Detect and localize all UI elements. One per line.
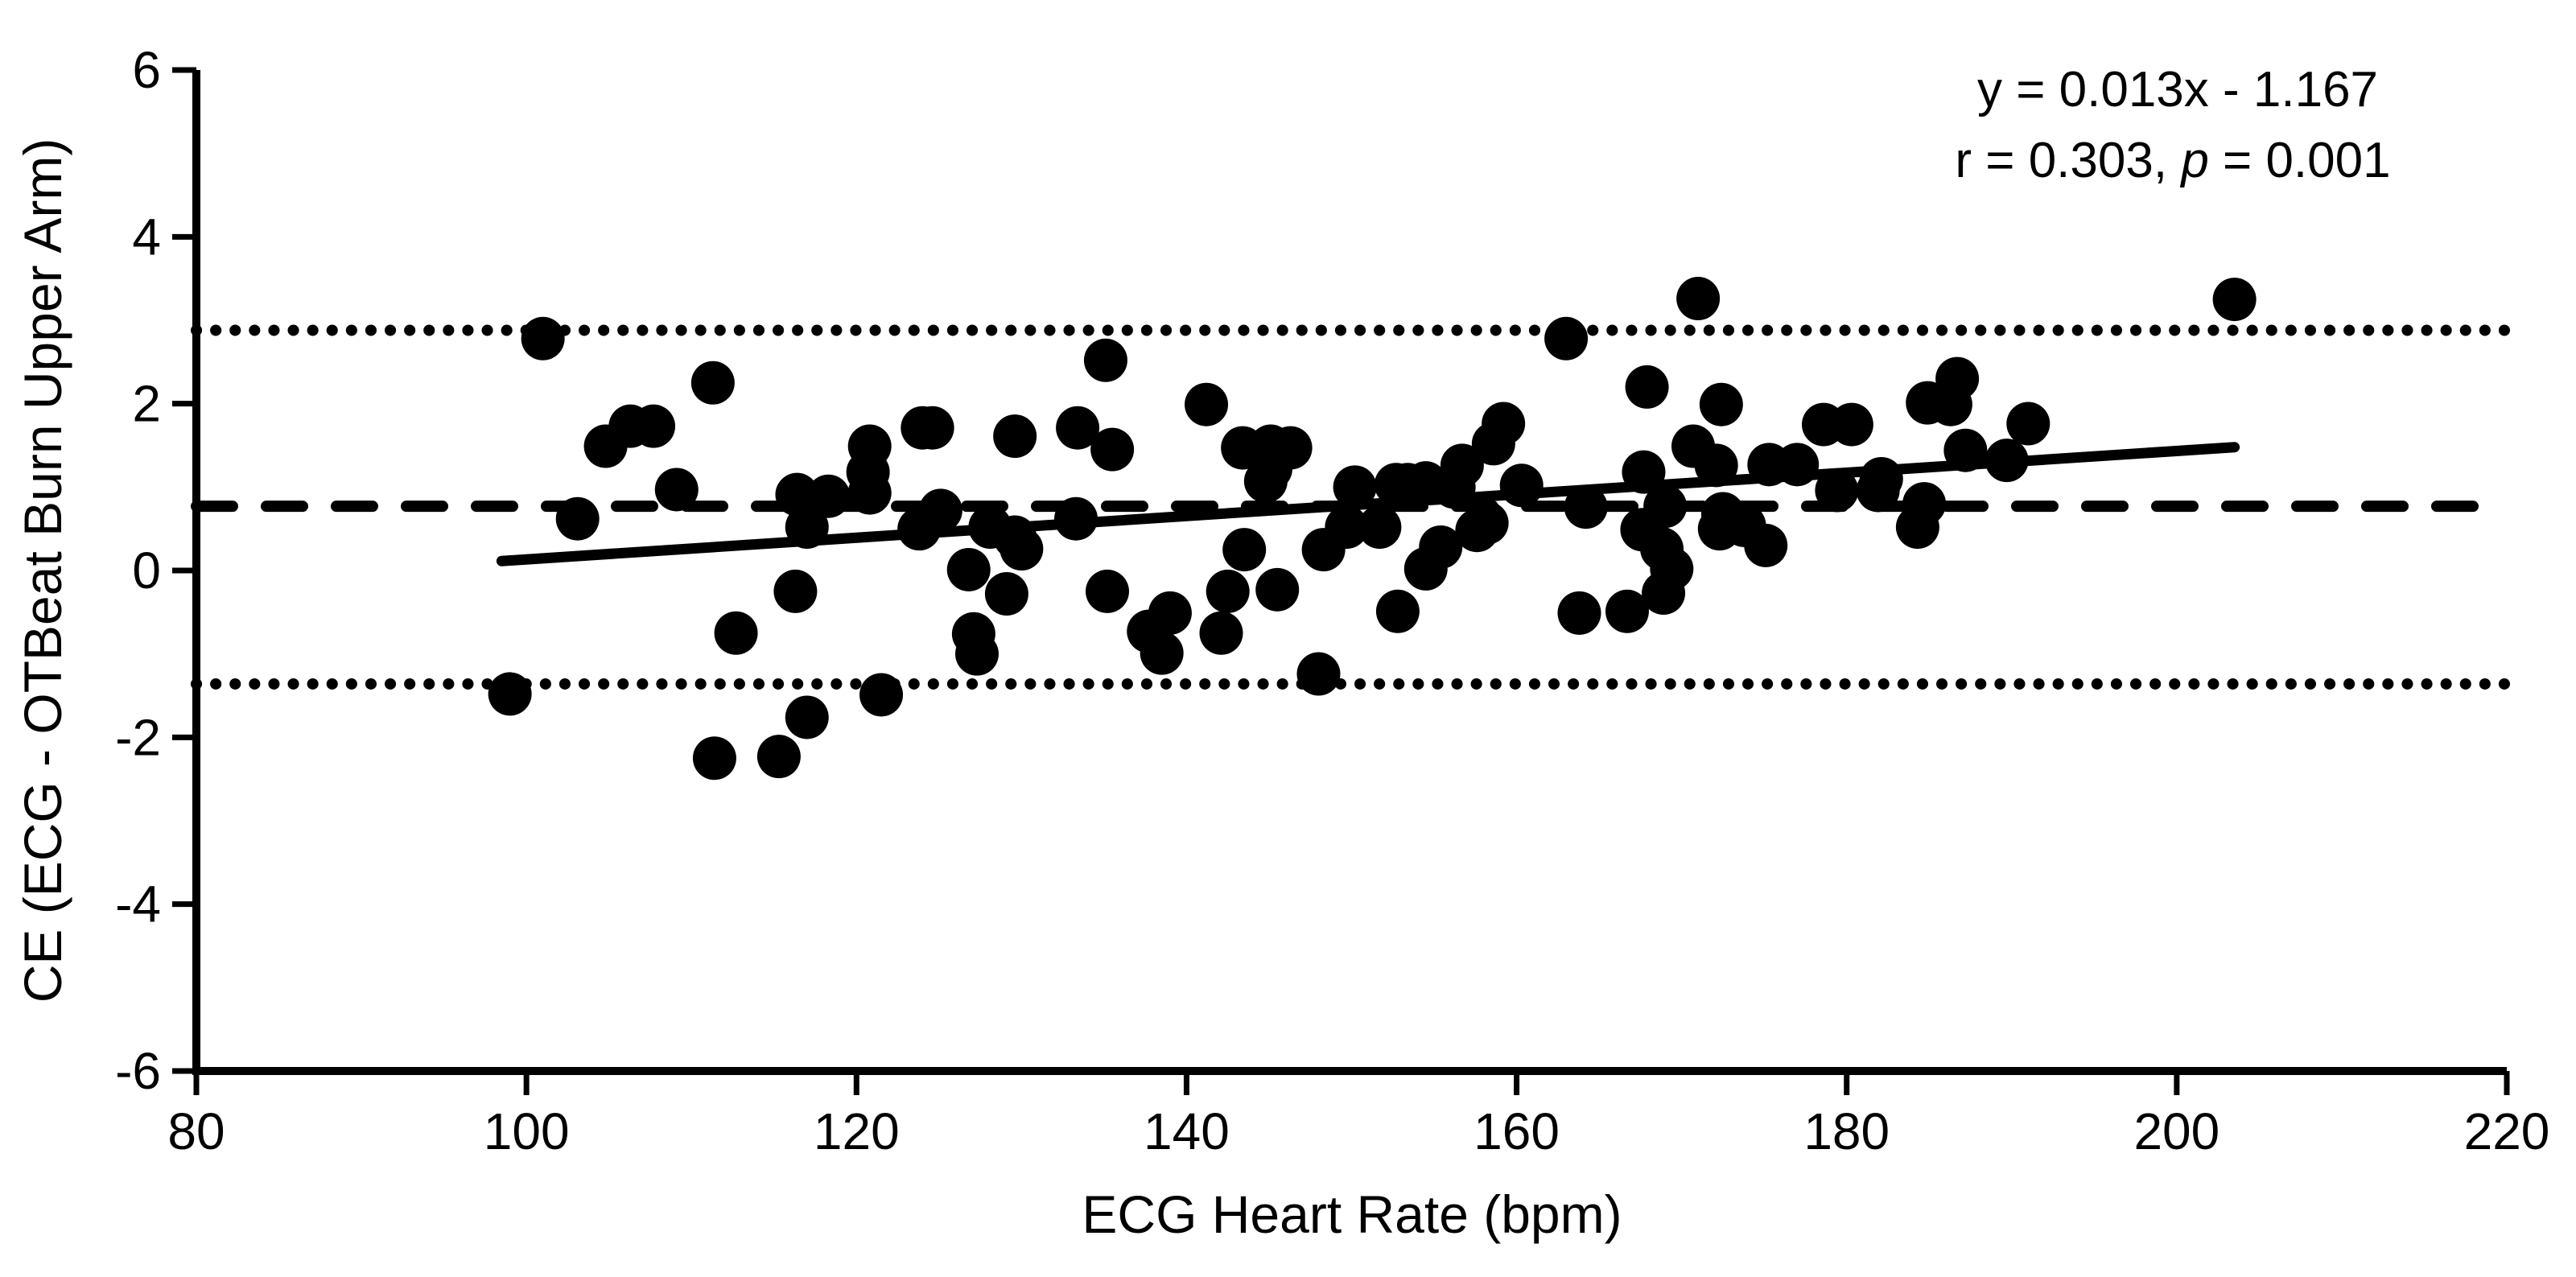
data-point (690, 360, 735, 405)
y-tick-label: 4 (132, 208, 161, 266)
x-tick-label: 200 (2133, 1102, 2219, 1160)
data-point (1375, 589, 1420, 633)
data-point (1642, 571, 1686, 615)
data-point (632, 404, 676, 448)
data-point (488, 672, 532, 716)
data-point (1676, 277, 1721, 321)
data-point (654, 468, 699, 512)
data-point (1199, 611, 1243, 655)
data-point (521, 316, 565, 360)
data-point (1083, 338, 1127, 382)
y-axis-title: CE (ECG - OTBeat Burn Upper Arm) (13, 138, 72, 1003)
data-point (968, 505, 1012, 550)
data-point (1440, 443, 1484, 488)
y-tick-label: -6 (115, 1042, 161, 1100)
data-point (993, 414, 1037, 459)
data-point (714, 611, 758, 655)
data-point (1499, 463, 1544, 508)
y-tick-label: 6 (132, 41, 161, 99)
data-point (1325, 505, 1369, 550)
data-point (1815, 468, 1859, 513)
data-point (1605, 589, 1649, 633)
data-point (1056, 406, 1100, 450)
data-point (1775, 443, 1820, 487)
data-point (1296, 652, 1341, 696)
data-point (984, 572, 1028, 616)
data-point (954, 632, 999, 676)
data-point (1544, 316, 1589, 360)
data-point (1206, 569, 1250, 613)
data-point (910, 406, 954, 450)
y-tick-label: -2 (115, 708, 161, 766)
data-point (859, 673, 904, 717)
data-point (785, 695, 829, 739)
data-point (1625, 365, 1669, 409)
data-point (1700, 492, 1745, 536)
data-point (1622, 450, 1666, 494)
data-point (1564, 485, 1608, 529)
data-point (1090, 427, 1135, 472)
data-point (773, 569, 818, 613)
data-point (946, 547, 991, 591)
data-point (1699, 382, 1743, 426)
data-point (847, 471, 892, 515)
x-tick-label: 220 (2464, 1102, 2550, 1160)
axes (192, 70, 2507, 1075)
data-point (1085, 569, 1129, 613)
data-point (1465, 501, 1509, 545)
data-point (1943, 428, 1988, 472)
data-point (1744, 523, 1788, 567)
data-point (775, 472, 819, 517)
data-point (1243, 459, 1288, 504)
data-point (918, 488, 962, 533)
y-axis-ticks: 6 4 2 0 -2 -4 -6 (115, 41, 196, 1100)
data-point (692, 736, 736, 781)
data-point (1935, 356, 1980, 401)
data-point (1694, 443, 1738, 488)
data-point (1403, 546, 1448, 591)
data-point (1222, 528, 1267, 572)
data-point (999, 527, 1044, 571)
data-point (2212, 278, 2257, 322)
y-tick-label: -4 (115, 875, 161, 933)
regression-equation-label: y = 0.013x - 1.167 (1977, 62, 2378, 117)
data-point (2006, 402, 2050, 446)
data-point (806, 474, 851, 518)
data-point (555, 496, 600, 541)
scatter-points (488, 277, 2257, 781)
data-point (1358, 505, 1402, 550)
data-point (1148, 591, 1192, 635)
data-point (756, 735, 801, 779)
data-point (1054, 496, 1098, 541)
data-point (1333, 465, 1377, 509)
x-tick-label: 180 (1803, 1102, 1890, 1160)
x-axis-title: ECG Heart Rate (bpm) (1082, 1184, 1622, 1244)
data-point (1829, 402, 1873, 447)
x-tick-label: 80 (167, 1102, 225, 1160)
y-tick-label: 0 (132, 542, 161, 599)
x-tick-label: 120 (814, 1102, 900, 1160)
data-point (1140, 631, 1184, 675)
data-point (1859, 456, 1903, 501)
x-tick-label: 100 (484, 1102, 570, 1160)
data-point (1482, 402, 1526, 446)
correlation-label: r = 0.303, p = 0.001 (1955, 133, 2390, 188)
data-point (583, 424, 628, 468)
data-point (1255, 567, 1300, 612)
data-point (1895, 505, 1939, 550)
y-tick-label: 2 (132, 375, 161, 433)
x-tick-label: 160 (1473, 1102, 1560, 1160)
x-tick-label: 140 (1144, 1102, 1230, 1160)
data-point (1557, 591, 1601, 635)
data-point (1985, 439, 2029, 483)
x-axis-ticks: 80 100 120 140 160 180 200 220 (167, 1071, 2549, 1160)
data-point (1185, 382, 1229, 426)
